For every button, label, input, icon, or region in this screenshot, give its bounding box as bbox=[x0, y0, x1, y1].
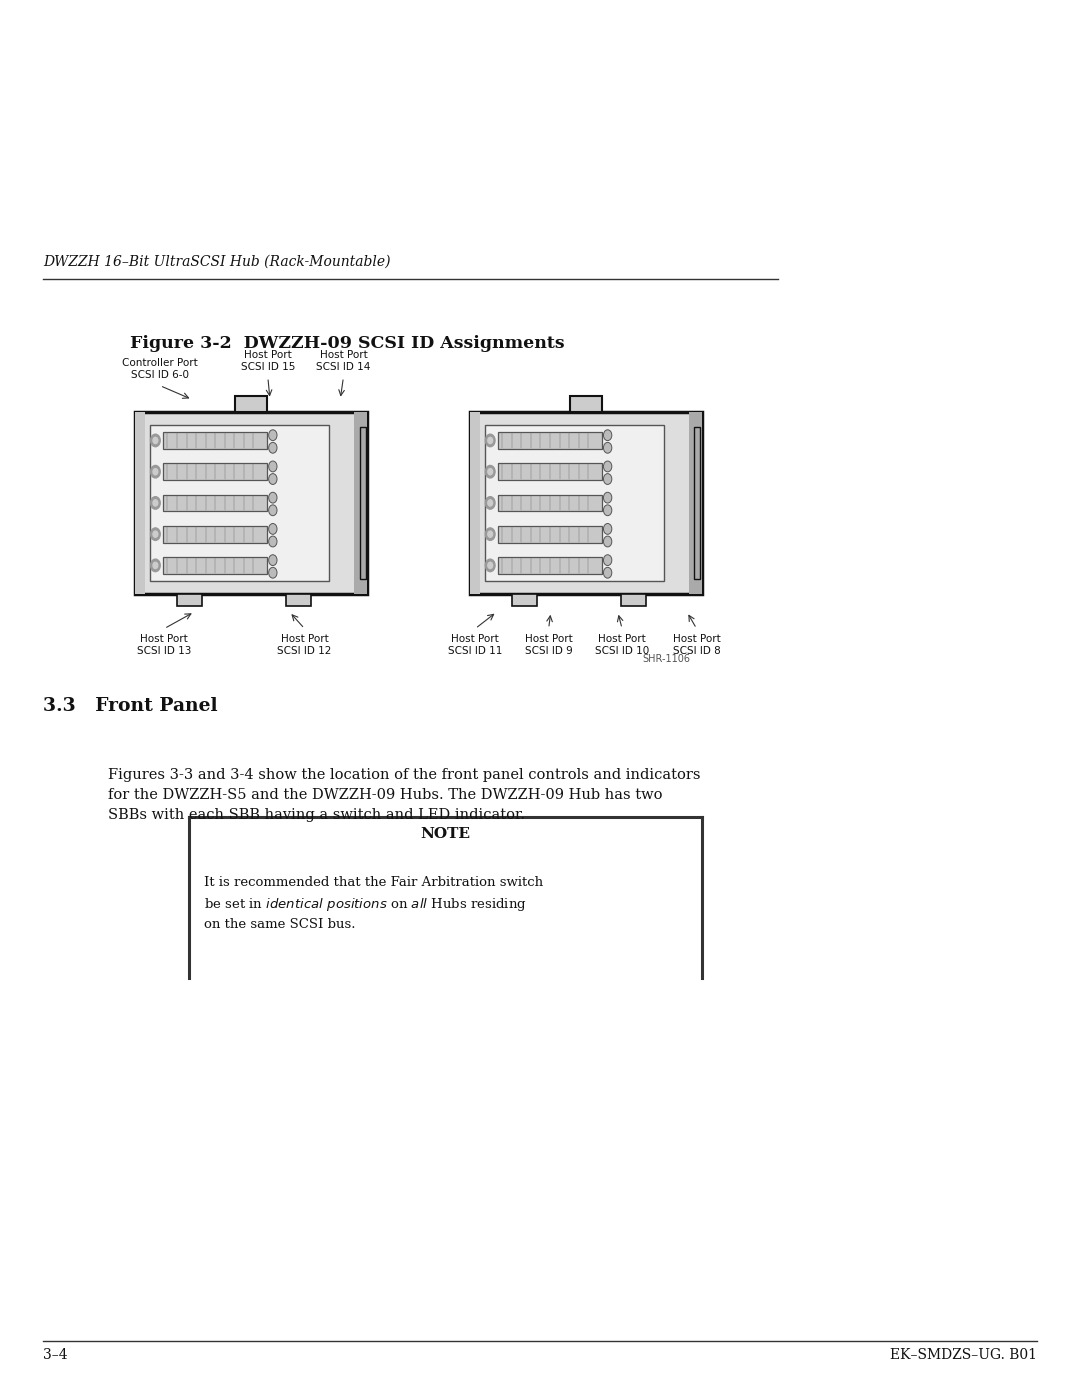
Text: Figures 3-3 and 3-4 show the location of the front panel controls and indicators: Figures 3-3 and 3-4 show the location of… bbox=[108, 768, 701, 823]
Circle shape bbox=[604, 555, 611, 566]
Bar bbox=[512, 594, 537, 606]
Circle shape bbox=[269, 555, 276, 566]
Bar bbox=[135, 412, 367, 594]
Text: EK–SMDZS–UG. B01: EK–SMDZS–UG. B01 bbox=[890, 1348, 1037, 1362]
Text: Host Port
SCSI ID 8: Host Port SCSI ID 8 bbox=[673, 634, 720, 655]
Text: Host Port
SCSI ID 13: Host Port SCSI ID 13 bbox=[137, 634, 191, 655]
Bar bbox=[360, 426, 366, 580]
Circle shape bbox=[150, 528, 160, 541]
Circle shape bbox=[604, 474, 611, 485]
Text: Host Port
SCSI ID 9: Host Port SCSI ID 9 bbox=[525, 634, 572, 655]
Bar bbox=[135, 412, 146, 594]
Bar bbox=[485, 425, 664, 581]
Bar bbox=[163, 495, 267, 511]
Circle shape bbox=[488, 468, 492, 475]
Circle shape bbox=[153, 500, 158, 506]
Circle shape bbox=[269, 504, 276, 515]
Circle shape bbox=[604, 443, 611, 453]
Circle shape bbox=[153, 468, 158, 475]
Circle shape bbox=[488, 531, 492, 538]
Bar bbox=[163, 432, 267, 448]
Bar bbox=[569, 395, 603, 412]
Circle shape bbox=[604, 524, 611, 534]
Bar bbox=[498, 557, 602, 574]
Text: Host Port
SCSI ID 14: Host Port SCSI ID 14 bbox=[316, 351, 370, 372]
Bar bbox=[621, 594, 646, 606]
Bar bbox=[470, 412, 702, 594]
Bar bbox=[498, 495, 602, 511]
Text: Host Port
SCSI ID 12: Host Port SCSI ID 12 bbox=[278, 634, 332, 655]
Circle shape bbox=[604, 430, 611, 440]
Circle shape bbox=[485, 497, 495, 509]
Circle shape bbox=[604, 504, 611, 515]
Circle shape bbox=[150, 559, 160, 571]
Circle shape bbox=[269, 567, 276, 578]
Circle shape bbox=[269, 461, 276, 472]
Bar bbox=[150, 425, 329, 581]
Circle shape bbox=[153, 437, 158, 444]
Circle shape bbox=[485, 434, 495, 447]
Circle shape bbox=[488, 562, 492, 569]
Circle shape bbox=[150, 497, 160, 509]
Bar bbox=[354, 412, 367, 594]
Text: 3.3   Front Panel: 3.3 Front Panel bbox=[43, 697, 218, 715]
Circle shape bbox=[485, 559, 495, 571]
Circle shape bbox=[604, 461, 611, 472]
Circle shape bbox=[269, 430, 276, 440]
Circle shape bbox=[485, 465, 495, 478]
Text: Figure 3-2  DWZZH-09 SCSI ID Assignments: Figure 3-2 DWZZH-09 SCSI ID Assignments bbox=[130, 335, 564, 352]
Circle shape bbox=[150, 465, 160, 478]
Circle shape bbox=[269, 474, 276, 485]
Bar bbox=[163, 525, 267, 542]
Text: Host Port
SCSI ID 15: Host Port SCSI ID 15 bbox=[241, 351, 295, 372]
Circle shape bbox=[485, 528, 495, 541]
Bar bbox=[694, 426, 701, 580]
Circle shape bbox=[604, 536, 611, 546]
Bar bbox=[470, 412, 481, 594]
Circle shape bbox=[604, 567, 611, 578]
Circle shape bbox=[269, 443, 276, 453]
Text: SHR-1106: SHR-1106 bbox=[643, 654, 690, 664]
Bar bbox=[177, 594, 202, 606]
Circle shape bbox=[153, 531, 158, 538]
Circle shape bbox=[269, 492, 276, 503]
Circle shape bbox=[488, 437, 492, 444]
Circle shape bbox=[150, 434, 160, 447]
Circle shape bbox=[488, 500, 492, 506]
Bar bbox=[498, 464, 602, 481]
Bar bbox=[163, 557, 267, 574]
Bar bbox=[498, 432, 602, 448]
Text: Host Port
SCSI ID 10: Host Port SCSI ID 10 bbox=[595, 634, 649, 655]
Bar bbox=[163, 464, 267, 481]
Bar bbox=[498, 525, 602, 542]
Text: 3–4: 3–4 bbox=[43, 1348, 68, 1362]
Text: DWZZH 16–Bit UltraSCSI Hub (Rack-Mountable): DWZZH 16–Bit UltraSCSI Hub (Rack-Mountab… bbox=[43, 254, 391, 268]
Bar bbox=[286, 594, 311, 606]
Circle shape bbox=[153, 562, 158, 569]
Bar bbox=[234, 395, 268, 412]
Circle shape bbox=[269, 536, 276, 546]
Circle shape bbox=[269, 524, 276, 534]
Text: Host Port
SCSI ID 11: Host Port SCSI ID 11 bbox=[448, 634, 502, 655]
Text: Controller Port
SCSI ID 6-0: Controller Port SCSI ID 6-0 bbox=[122, 359, 198, 380]
Text: It is recommended that the Fair Arbitration switch
be set in $\it{identical\ pos: It is recommended that the Fair Arbitrat… bbox=[204, 876, 543, 930]
Text: NOTE: NOTE bbox=[420, 827, 471, 841]
Circle shape bbox=[604, 492, 611, 503]
Bar bbox=[689, 412, 702, 594]
